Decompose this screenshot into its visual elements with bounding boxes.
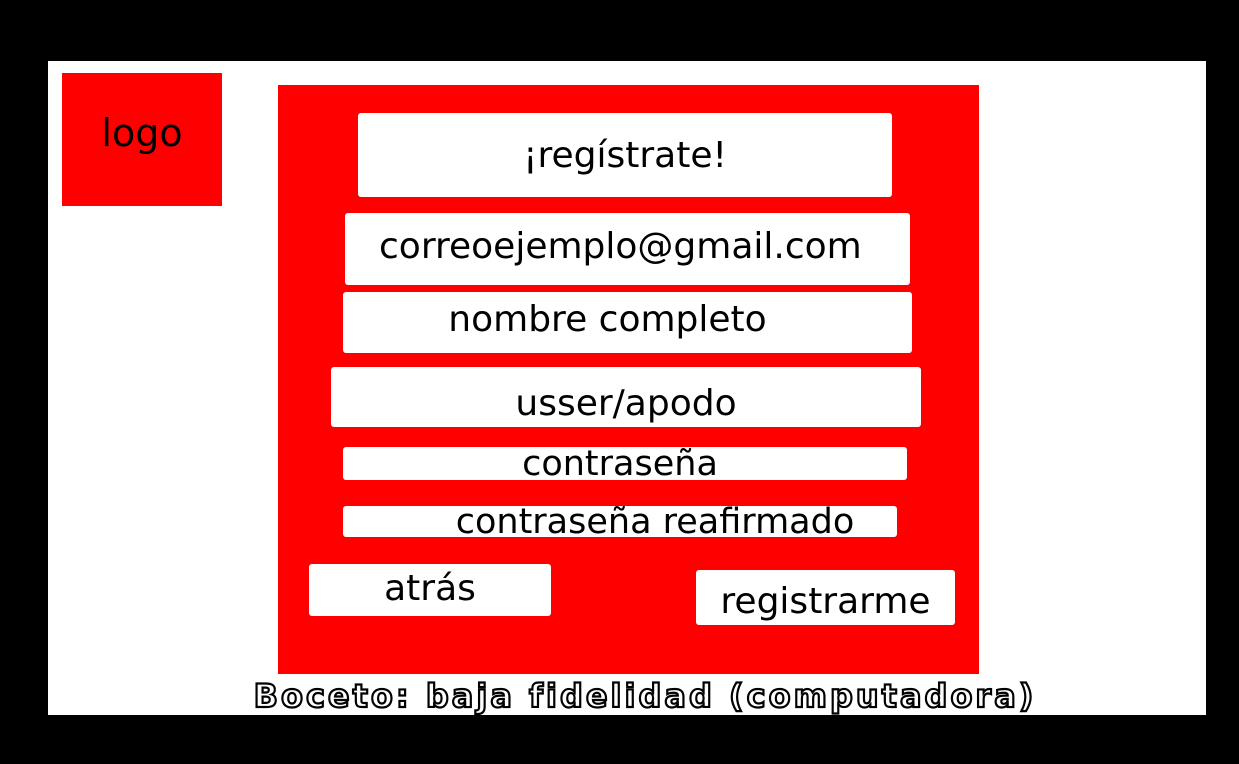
register-button[interactable]: registrarme bbox=[696, 570, 955, 625]
back-button[interactable]: atrás bbox=[309, 564, 551, 616]
logo-label: logo bbox=[101, 110, 183, 155]
fullname-field[interactable]: nombre completo bbox=[343, 292, 912, 353]
logo: logo bbox=[62, 73, 222, 206]
password-confirm-field[interactable]: contraseña reafirmado bbox=[343, 502, 897, 542]
username-field[interactable]: usser/apodo bbox=[331, 367, 921, 427]
password-field[interactable]: contraseña bbox=[343, 444, 907, 484]
form-title: ¡regístrate! bbox=[358, 113, 892, 197]
email-field[interactable]: correoejemplo@gmail.com bbox=[345, 213, 910, 285]
sketch-caption: Boceto: baja fidelidad (computadora) bbox=[252, 676, 1037, 716]
